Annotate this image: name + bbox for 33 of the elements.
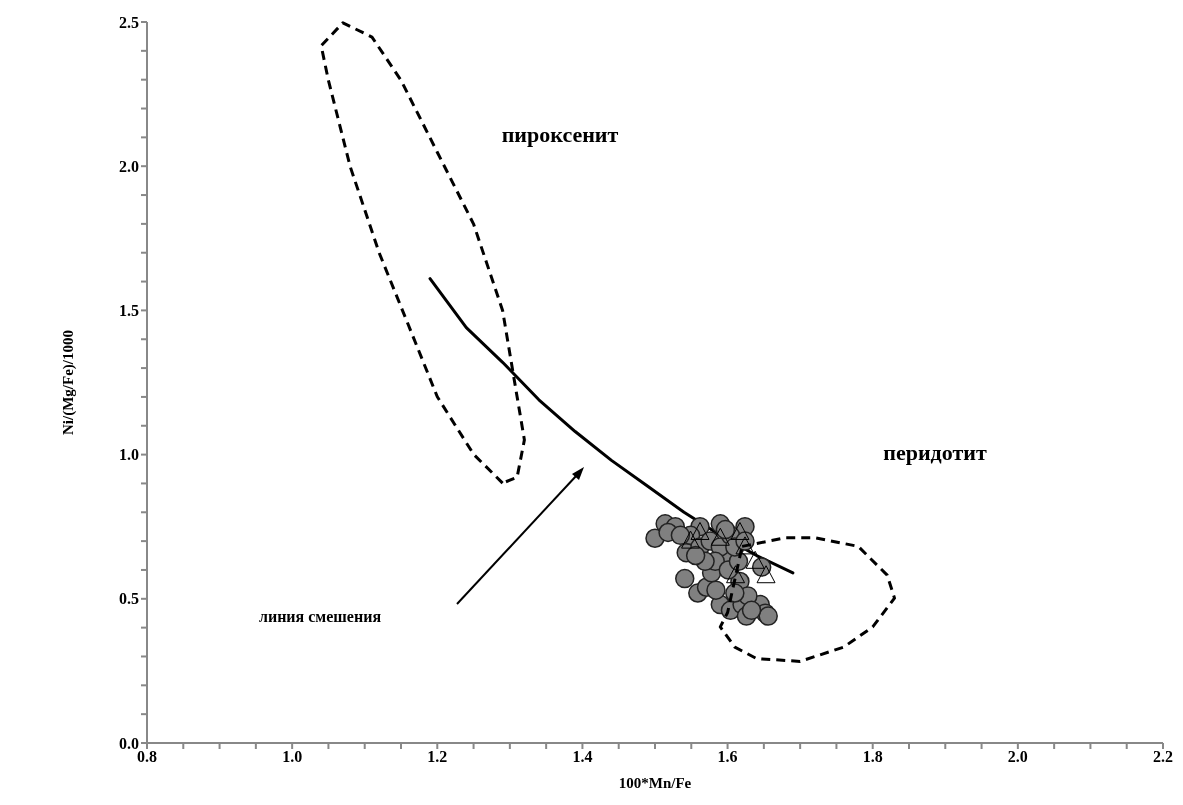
x-tick-label: 1.8 (862, 748, 883, 766)
x-axis-title: 100*Mn/Fe (618, 775, 692, 791)
point (710, 527, 730, 546)
point (675, 568, 695, 589)
x-tick-label: 1.2 (427, 748, 448, 766)
point (681, 530, 701, 549)
x-tick-label: 0.8 (137, 748, 157, 766)
point (726, 565, 746, 584)
point (706, 580, 726, 600)
x-tick-label: 1.6 (717, 748, 738, 766)
point (756, 565, 776, 584)
y-tick-label: 1.0 (119, 446, 139, 464)
x-tick-label: 2.0 (1007, 748, 1028, 766)
point (685, 545, 706, 566)
y-tick-label: 1.5 (119, 302, 139, 320)
point (735, 536, 755, 555)
x-tick-label: 1.0 (282, 748, 303, 766)
x-tick-label: 2.2 (1153, 748, 1173, 766)
point (741, 600, 762, 621)
point (670, 525, 691, 546)
y-tick-label: 0.5 (119, 590, 139, 608)
y-axis-title: Ni/(Mg/Fe)/1000 (60, 330, 78, 435)
point (690, 521, 710, 540)
x-tick-label: 1.4 (572, 748, 593, 766)
point (745, 550, 765, 569)
annotation: линия смешения (258, 608, 382, 626)
y-tick-label: 0.0 (119, 734, 139, 752)
annotation: пироксенит (501, 122, 619, 148)
y-tick-label: 2.5 (119, 13, 139, 31)
y-tick-label: 2.0 (119, 157, 139, 175)
annotation: перидотит (883, 440, 987, 466)
point (730, 521, 750, 540)
line-series (428, 277, 795, 575)
